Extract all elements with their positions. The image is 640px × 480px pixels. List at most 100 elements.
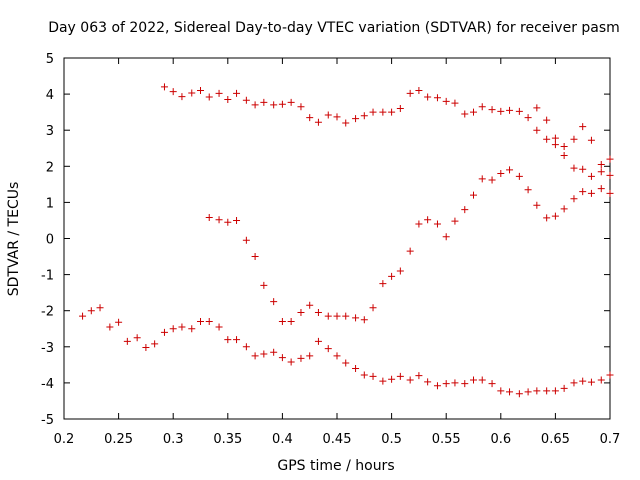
data-point-series-2 (606, 189, 614, 197)
data-point-series-1 (188, 89, 196, 97)
data-point-series-1 (278, 100, 286, 108)
data-point-series-2 (533, 201, 541, 209)
data-point-series-3 (178, 323, 186, 331)
data-point-series-3 (287, 358, 295, 366)
data-point-series-3 (424, 378, 432, 386)
data-point-series-1 (406, 89, 414, 97)
data-point-series-1 (314, 118, 322, 126)
data-point-series-3 (87, 307, 95, 315)
data-point-series-3 (506, 388, 514, 396)
data-point-series-1 (587, 172, 595, 180)
data-point-series-1 (342, 119, 350, 127)
data-point-series-1 (306, 114, 314, 122)
x-tick-label: 0.45 (323, 432, 352, 447)
data-point-series-2 (451, 217, 459, 225)
data-point-series-2 (297, 309, 305, 317)
data-point-series-1 (360, 112, 368, 120)
data-point-series-1 (570, 164, 578, 172)
data-point-series-2 (587, 189, 595, 197)
data-point-series-3 (497, 387, 505, 395)
y-tick-label: 3 (46, 124, 54, 139)
data-point-series-1 (451, 99, 459, 107)
data-point-series-1 (388, 108, 396, 116)
data-point-series-2 (515, 172, 523, 180)
data-point-series-2 (324, 312, 332, 320)
data-point-series-2 (461, 206, 469, 214)
data-point-series-3 (515, 390, 523, 398)
data-point-series-3 (188, 325, 196, 333)
data-point-series-2 (406, 247, 414, 255)
data-point-series-3 (470, 376, 477, 384)
data-point-series-1 (551, 141, 559, 149)
data-point-series-1 (488, 106, 496, 114)
data-point-series-3 (388, 375, 396, 383)
data-point-series-3 (106, 323, 114, 331)
data-point-series-3 (324, 345, 332, 353)
data-point-series-3 (115, 318, 123, 326)
data-point-series-3 (433, 382, 441, 390)
data-point-series-1 (543, 116, 551, 124)
data-point-series-2 (424, 216, 432, 224)
data-point-series-2 (205, 214, 213, 222)
y-tick-label: -3 (41, 341, 54, 356)
x-tick-label: 0.5 (381, 432, 402, 447)
data-point-series-2 (388, 272, 396, 280)
data-point-series-2 (369, 304, 377, 312)
data-point-series-1 (424, 93, 432, 101)
data-point-series-2 (442, 233, 450, 241)
data-point-series-1 (379, 108, 387, 116)
data-point-series-1 (369, 108, 377, 116)
data-point-series-3 (488, 380, 496, 388)
data-point-series-1 (442, 97, 450, 105)
data-point-series-1 (251, 101, 259, 109)
data-point-series-2 (579, 188, 587, 196)
data-point-series-1 (178, 93, 186, 101)
data-point-series-1 (205, 93, 213, 101)
y-axis-label: SDTVAR / TECUs (6, 182, 22, 297)
data-point-series-2 (260, 281, 268, 289)
data-point-series-1 (560, 142, 568, 150)
data-point-series-3 (160, 328, 168, 336)
y-tick-label: -2 (41, 305, 54, 320)
data-point-series-1 (524, 114, 532, 122)
data-point-series-3 (297, 354, 305, 362)
data-point-series-2 (497, 170, 505, 178)
data-point-series-2 (278, 318, 286, 326)
data-point-series-1 (396, 105, 404, 113)
data-point-series-2 (560, 205, 568, 213)
data-point-series-1 (606, 155, 614, 163)
data-point-series-3 (406, 376, 414, 384)
data-point-series-1 (570, 135, 578, 143)
data-point-series-1 (287, 98, 295, 106)
y-tick-label: 4 (46, 88, 54, 103)
data-point-series-3 (123, 337, 131, 345)
data-point-series-2 (287, 318, 295, 326)
data-point-series-1 (551, 134, 559, 142)
data-point-series-1 (533, 104, 541, 112)
data-point-series-3 (442, 380, 450, 388)
data-point-series-3 (342, 359, 350, 367)
data-point-series-3 (79, 312, 87, 320)
data-points (79, 83, 614, 398)
data-point-series-3 (242, 343, 250, 351)
data-point-series-1 (587, 136, 595, 144)
data-point-series-3 (233, 336, 241, 344)
y-tick-label: 1 (46, 196, 54, 211)
x-tick-label: 0.55 (432, 432, 461, 447)
data-point-series-2 (306, 301, 314, 309)
data-point-series-1 (597, 160, 605, 168)
data-point-series-1 (169, 88, 177, 96)
data-point-series-3 (461, 380, 469, 388)
data-point-series-3 (551, 387, 559, 395)
data-point-series-3 (606, 371, 614, 379)
data-point-series-2 (478, 175, 486, 183)
data-point-series-1 (297, 103, 305, 111)
data-point-series-2 (396, 267, 404, 275)
data-point-series-3 (379, 377, 387, 385)
axis-ticks: 0.2 0.25 0.3 0.35 0.4 0.45 0.5 0.55 0.6 0.65 0.7 5 4… (41, 52, 620, 447)
data-point-series-1 (543, 135, 551, 143)
data-point-series-1 (597, 168, 605, 176)
data-point-series-1 (242, 96, 250, 104)
data-point-series-2 (570, 195, 578, 203)
